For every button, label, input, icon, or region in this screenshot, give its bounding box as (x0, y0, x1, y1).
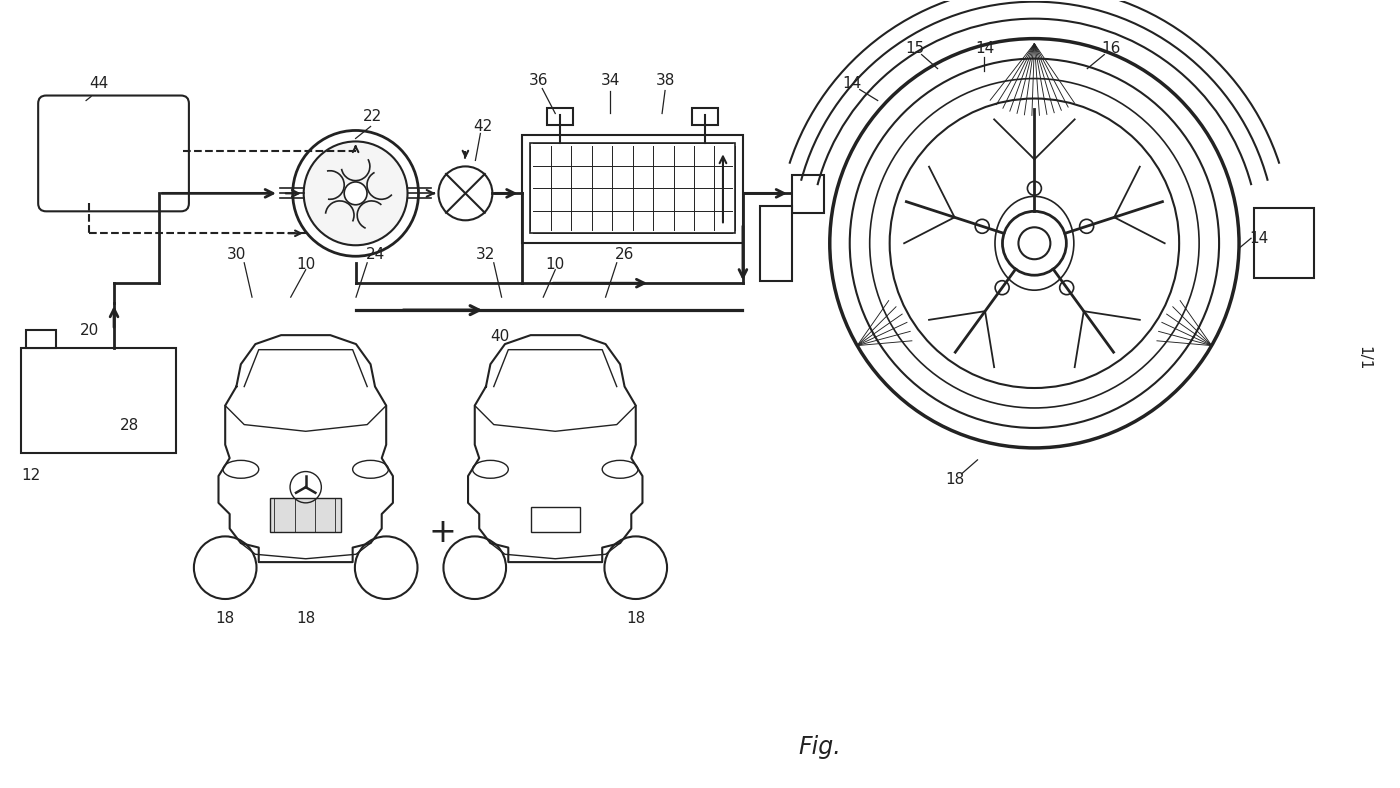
Bar (760, 206, 792, 281)
Text: Fig.: Fig. (798, 735, 841, 760)
Text: 1/1: 1/1 (1357, 346, 1372, 370)
Bar (547, 107, 573, 125)
Text: 18: 18 (216, 611, 235, 626)
Text: 18: 18 (945, 472, 965, 487)
Text: 30: 30 (227, 247, 246, 262)
Text: 22: 22 (363, 109, 382, 124)
Bar (270, 498, 342, 532)
Text: 42: 42 (473, 119, 491, 134)
Bar (792, 176, 823, 214)
Circle shape (344, 182, 367, 205)
Bar (21, 348, 176, 453)
Bar (531, 507, 580, 532)
Text: 14: 14 (1249, 231, 1268, 246)
Text: 44: 44 (90, 76, 109, 91)
Text: 24: 24 (365, 247, 385, 262)
Text: 18: 18 (295, 611, 315, 626)
Text: 14: 14 (843, 76, 861, 91)
Bar (692, 107, 718, 125)
Circle shape (976, 219, 990, 233)
Text: 32: 32 (476, 247, 496, 262)
Text: 10: 10 (546, 258, 564, 273)
Text: 38: 38 (655, 73, 675, 88)
Text: 26: 26 (615, 247, 634, 262)
Text: 36: 36 (529, 73, 547, 88)
Text: 16: 16 (1102, 41, 1121, 56)
Circle shape (1060, 281, 1074, 295)
Bar (1254, 208, 1315, 278)
Circle shape (1018, 227, 1050, 259)
Text: 34: 34 (601, 73, 620, 88)
Circle shape (438, 166, 493, 221)
Text: 40: 40 (491, 329, 510, 344)
Text: 12: 12 (21, 468, 41, 483)
Bar (522, 136, 743, 243)
Text: 18: 18 (626, 611, 645, 626)
Text: 20: 20 (80, 322, 99, 337)
Text: 15: 15 (904, 41, 924, 56)
Circle shape (1079, 219, 1093, 233)
Bar (27, 330, 56, 348)
Text: 10: 10 (295, 258, 315, 273)
Circle shape (995, 281, 1009, 295)
Circle shape (1002, 211, 1067, 275)
FancyBboxPatch shape (38, 95, 189, 211)
Text: +: + (428, 516, 456, 549)
Bar (531, 143, 735, 233)
Circle shape (304, 141, 407, 245)
Text: 28: 28 (119, 418, 139, 433)
Text: 14: 14 (974, 41, 994, 56)
Circle shape (1028, 181, 1042, 195)
